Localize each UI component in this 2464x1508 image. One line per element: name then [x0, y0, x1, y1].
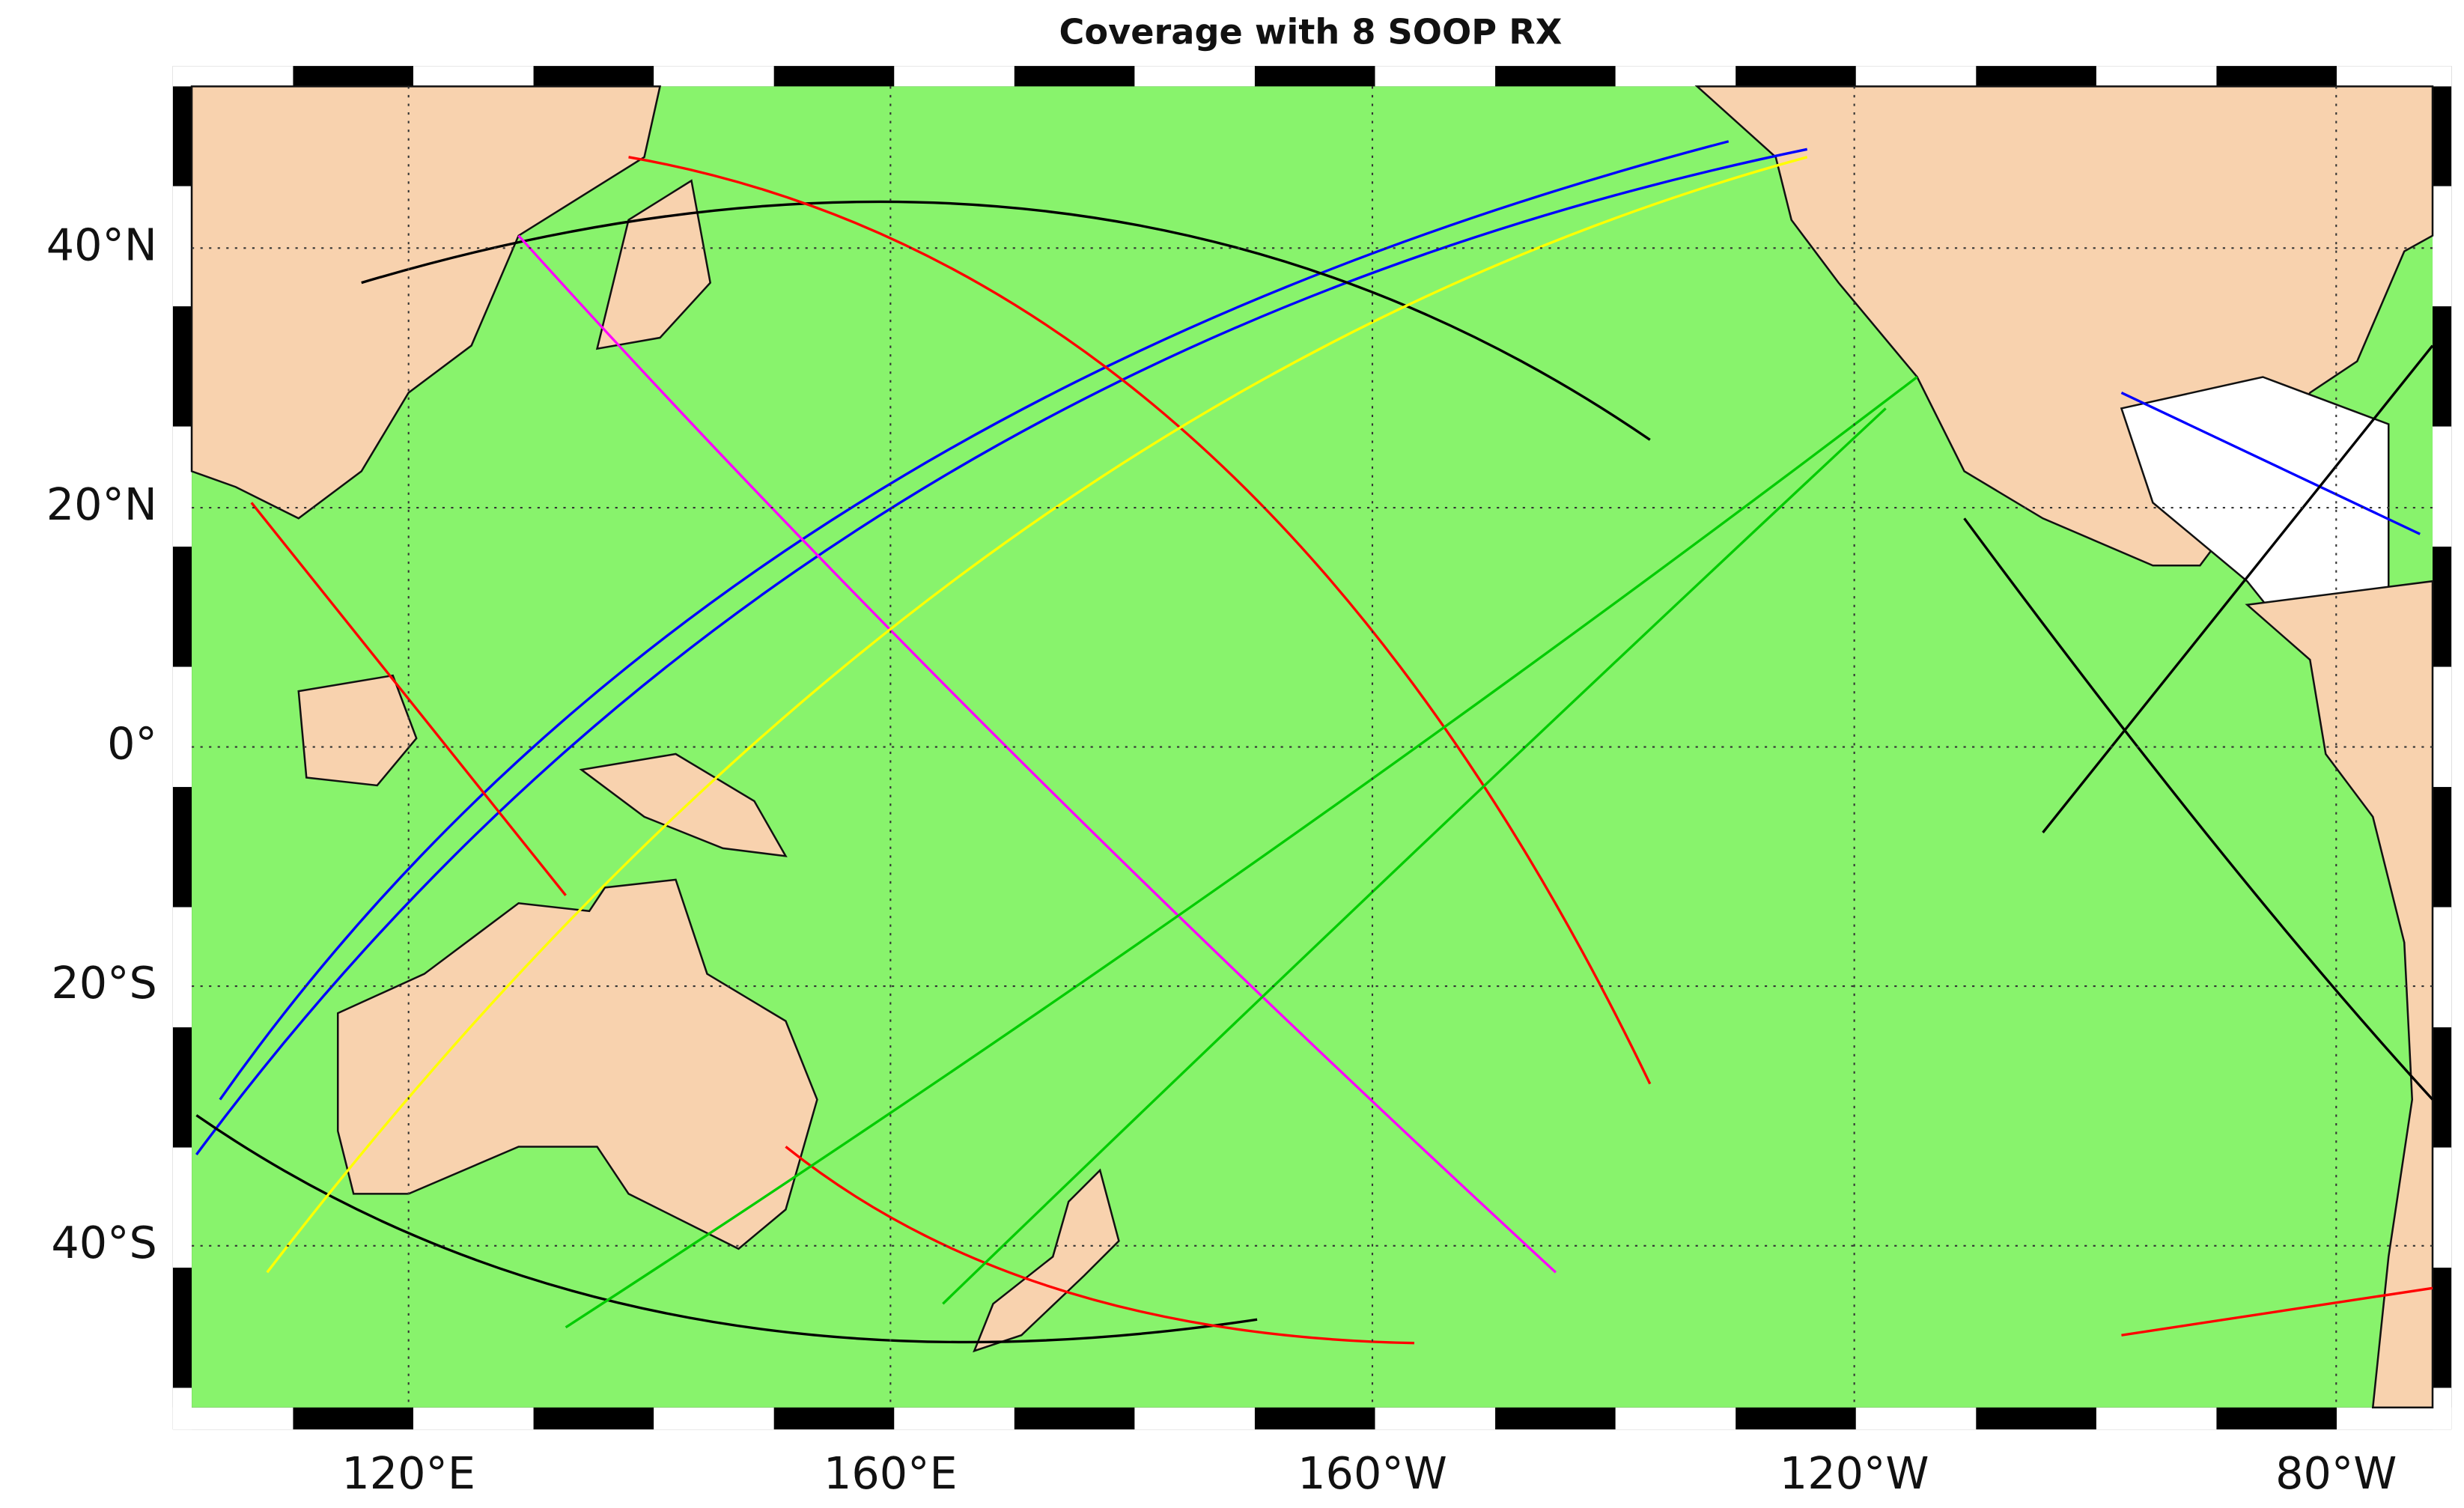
track: [2121, 1286, 2433, 1337]
frame-block: [413, 66, 534, 87]
frame-block: [1615, 1407, 1736, 1430]
frame-block: [654, 1407, 774, 1430]
track: [628, 156, 1652, 1085]
track: [2042, 344, 2434, 833]
track: [1963, 517, 2434, 1101]
y-tick-label: 40°N: [46, 219, 157, 270]
x-tick-label: 160°E: [824, 1447, 958, 1499]
borneo: [297, 674, 418, 787]
track: [942, 407, 1887, 1305]
track: [565, 376, 1918, 1329]
frame-block: [1134, 1407, 1255, 1430]
y-tick-label: 40°S: [51, 1217, 156, 1268]
chart-title: Coverage with 8 SOOP RX: [1059, 12, 1563, 52]
new-zealand: [973, 1168, 1120, 1353]
y-tick-label: 0°: [107, 718, 157, 770]
frame-block: [2096, 66, 2217, 87]
south-america: [2245, 580, 2434, 1408]
track: [517, 234, 1557, 1274]
tick-labels: 120°E 160°E 160°W 120°W 80°W 40°N 20°N 0° 20°S 40…: [46, 219, 2397, 1499]
track: [2120, 391, 2421, 535]
y-tick-label: 20°N: [46, 478, 157, 530]
frame-block: [2433, 666, 2452, 788]
frame-block: [413, 1407, 534, 1430]
x-tick-label: 120°E: [341, 1447, 475, 1499]
frame-block: [1375, 66, 1496, 87]
frame-block: [2336, 66, 2452, 87]
frame-block: [1855, 66, 1977, 87]
x-tick-label: 160°W: [1298, 1447, 1447, 1499]
frame-block: [1134, 66, 1255, 87]
frame-block: [2433, 1387, 2452, 1430]
track: [361, 200, 1651, 441]
frame-block: [172, 1407, 293, 1430]
x-tick-label: 80°W: [2275, 1447, 2397, 1499]
frame-block: [2433, 1147, 2452, 1268]
frame-block: [172, 186, 192, 307]
frame-block: [2336, 1407, 2452, 1430]
frame-block: [2096, 1407, 2217, 1430]
frame-block: [1615, 66, 1736, 87]
frame-block: [172, 1147, 192, 1268]
frame-block: [172, 907, 192, 1028]
y-tick-label: 20°S: [51, 957, 156, 1009]
x-tick-label: 120°W: [1780, 1447, 1929, 1499]
land: [190, 85, 2434, 1408]
track: [250, 502, 567, 896]
frame-block: [2433, 186, 2452, 307]
new-guinea: [579, 753, 788, 857]
frame-block: [172, 1387, 192, 1430]
frame-block: [172, 666, 192, 788]
frame-blocks: [172, 66, 2452, 1430]
frame-block: [1855, 1407, 1977, 1430]
frame-block: [2433, 426, 2452, 547]
track: [195, 148, 1808, 1155]
frame-block: [2433, 907, 2452, 1028]
tracks: [195, 140, 2434, 1345]
track: [195, 1114, 1258, 1344]
frame-block: [894, 1407, 1015, 1430]
track: [219, 140, 1730, 1101]
frame-block: [894, 66, 1015, 87]
track: [266, 156, 1808, 1274]
frame-block: [654, 66, 774, 87]
frame-block: [172, 426, 192, 547]
track: [785, 1146, 1415, 1345]
frame-block: [172, 66, 293, 87]
asia: [190, 85, 662, 520]
frame-block: [1375, 1407, 1496, 1430]
grid: [192, 86, 2433, 1408]
